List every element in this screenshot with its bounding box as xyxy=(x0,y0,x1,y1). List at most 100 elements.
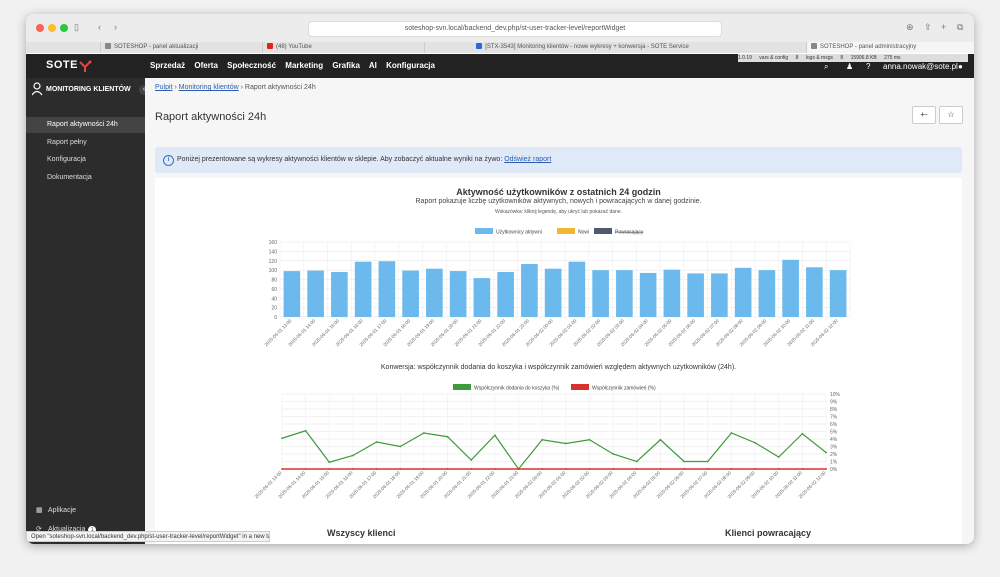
data-point xyxy=(304,429,307,432)
data-point xyxy=(399,468,402,470)
y-tick-label: 10% xyxy=(830,392,841,398)
sidebar-header: MONITORING KLIENTÓW ‹ xyxy=(26,78,149,102)
tab-label: (48) YouTube xyxy=(276,44,312,50)
bar xyxy=(758,270,776,317)
breadcrumb-section[interactable]: Monitoring klientów xyxy=(178,84,239,91)
breadcrumb-home[interactable]: Pulpit xyxy=(155,84,173,91)
bar xyxy=(711,273,728,317)
y-tick-label: 7% xyxy=(830,415,838,421)
y-tick-label: 0 xyxy=(274,315,277,321)
tab-overview-icon[interactable]: ⧉ xyxy=(957,22,964,32)
data-point xyxy=(541,468,544,470)
nav-sprzedaz[interactable]: Sprzedaż xyxy=(150,61,186,70)
legend-swatch xyxy=(453,384,471,390)
forward-icon[interactable]: › xyxy=(114,22,117,32)
nav-konfiguracja[interactable]: Konfiguracja xyxy=(386,61,435,70)
bar xyxy=(782,259,799,317)
maximize-window-button[interactable] xyxy=(60,24,68,32)
legend-swatch xyxy=(571,384,589,390)
data-point xyxy=(754,468,756,470)
share-icon[interactable]: ⇪ xyxy=(924,22,932,32)
soteshop-favicon-icon xyxy=(811,43,817,49)
data-point xyxy=(399,445,402,448)
sidebar-item-konfiguracja[interactable]: Konfiguracja xyxy=(47,156,86,163)
main-nav: Sprzedaż Oferta Społeczność Marketing Gr… xyxy=(150,54,442,78)
favorite-button[interactable]: ☆ xyxy=(939,106,963,124)
debug-count: 8 xyxy=(840,55,844,61)
data-point xyxy=(588,468,591,470)
activity-chart-title: Aktywność użytkowników z ostatnich 24 go… xyxy=(456,187,661,197)
apps-link[interactable]: ▦ Aplikacje xyxy=(36,506,76,514)
data-point xyxy=(635,460,638,463)
search-icon[interactable]: ⌕ xyxy=(824,62,829,71)
sidebar-item-dokumentacja[interactable]: Dokumentacja xyxy=(47,174,92,181)
info-alert: i Poniżej prezentowane są wykresy aktywn… xyxy=(155,147,962,173)
browser-tab[interactable]: (48) YouTube xyxy=(262,42,424,53)
data-point xyxy=(328,461,331,464)
bar xyxy=(568,261,586,317)
y-tick-label: 9% xyxy=(830,400,838,406)
debug-logs-msgs[interactable]: logs & msgs xyxy=(805,55,833,61)
data-point xyxy=(777,468,780,470)
sote-logo-icon xyxy=(79,60,92,72)
tab-label: SOTESHOP - panel administracyjny xyxy=(820,44,917,50)
bar xyxy=(829,270,847,317)
sidebar: MONITORING KLIENTÓW ‹ Raport aktywności … xyxy=(26,78,149,544)
address-bar[interactable]: soteshop-svn.local/backend_dev.php/st-us… xyxy=(308,21,722,37)
data-point xyxy=(446,468,449,470)
tab-label: SOTESHOP - panel aktualizacji xyxy=(114,44,199,50)
data-point xyxy=(683,468,685,470)
bar xyxy=(354,261,372,317)
info-icon: i xyxy=(163,155,174,166)
data-point xyxy=(659,438,662,441)
nav-ai[interactable]: AI xyxy=(368,61,377,70)
bar xyxy=(497,272,514,317)
data-point xyxy=(730,468,733,470)
link-status-bar: Open "soteshop-svn.local/backend_dev.php… xyxy=(26,531,270,542)
refresh-report-link[interactable]: Odśwież raport xyxy=(504,156,552,163)
notifications-icon[interactable]: ♟ xyxy=(846,62,854,71)
returning-clients-pie-title: Klienci powracający xyxy=(725,528,812,538)
browser-tab-active[interactable]: SOTESHOP - panel administracyjny xyxy=(806,42,974,53)
nav-grafika[interactable]: Grafika xyxy=(332,61,360,70)
debug-vars-config[interactable]: vars & config xyxy=(759,55,789,61)
collapse-sidebar-button[interactable]: ‹ xyxy=(139,85,149,95)
logo-text: SOTE xyxy=(46,59,78,71)
data-point xyxy=(825,451,827,454)
sidebar-toggle-icon[interactable]: ▯ xyxy=(74,22,79,32)
help-icon[interactable]: ? xyxy=(866,62,871,71)
debug-count: 8 xyxy=(795,55,799,61)
grid-icon: ▦ xyxy=(36,507,43,514)
data-point xyxy=(423,468,425,470)
new-tab-icon[interactable]: + xyxy=(941,22,947,32)
close-window-button[interactable] xyxy=(36,24,44,32)
download-icon[interactable]: ⊕ xyxy=(906,22,914,32)
data-point xyxy=(470,459,473,461)
nav-oferta[interactable]: Oferta xyxy=(194,61,218,70)
bar xyxy=(687,273,704,317)
browser-window: ▯ ‹ › soteshop-svn.local/backend_dev.php… xyxy=(26,14,974,544)
browser-tab[interactable]: [STX-3543] Monitoring klientów - nowe wy… xyxy=(424,42,736,53)
user-email[interactable]: anna.nowak@sote.pl xyxy=(883,62,958,71)
browser-tab[interactable]: SOTESHOP - panel aktualizacji xyxy=(100,42,262,53)
minimize-window-button[interactable] xyxy=(48,24,56,32)
updates-link[interactable]: ⟳ Aktualizacja 1 xyxy=(36,525,97,534)
y-tick-label: 1% xyxy=(830,460,838,466)
data-point xyxy=(493,468,496,470)
legend-label: Powracający xyxy=(615,230,644,236)
nav-spolecznosc[interactable]: Społeczność xyxy=(227,61,277,70)
back-icon[interactable]: ‹ xyxy=(98,22,101,32)
toggle-fullscreen-button[interactable]: +- xyxy=(912,106,936,124)
data-point xyxy=(281,468,283,470)
nav-marketing[interactable]: Marketing xyxy=(285,61,324,70)
legend-label: Nowi xyxy=(578,230,589,236)
sidebar-item-raport-pelny[interactable]: Raport pełny xyxy=(47,139,87,146)
sidebar-item-raport-24h[interactable]: Raport aktywności 24h xyxy=(26,117,145,133)
refresh-icon: ⟳ xyxy=(36,526,42,533)
bar xyxy=(449,271,467,317)
user-avatar-icon[interactable]: ● xyxy=(958,62,963,71)
breadcrumb-current: Raport aktywności 24h xyxy=(244,84,316,91)
symfony-debug-bar[interactable]: 1.0.19 vars & config 8 logs & msgs 8 159… xyxy=(738,54,968,62)
activity-chart-subtitle: Raport pokazuje liczbę użytkowników akty… xyxy=(415,198,702,205)
data-point xyxy=(683,460,685,463)
